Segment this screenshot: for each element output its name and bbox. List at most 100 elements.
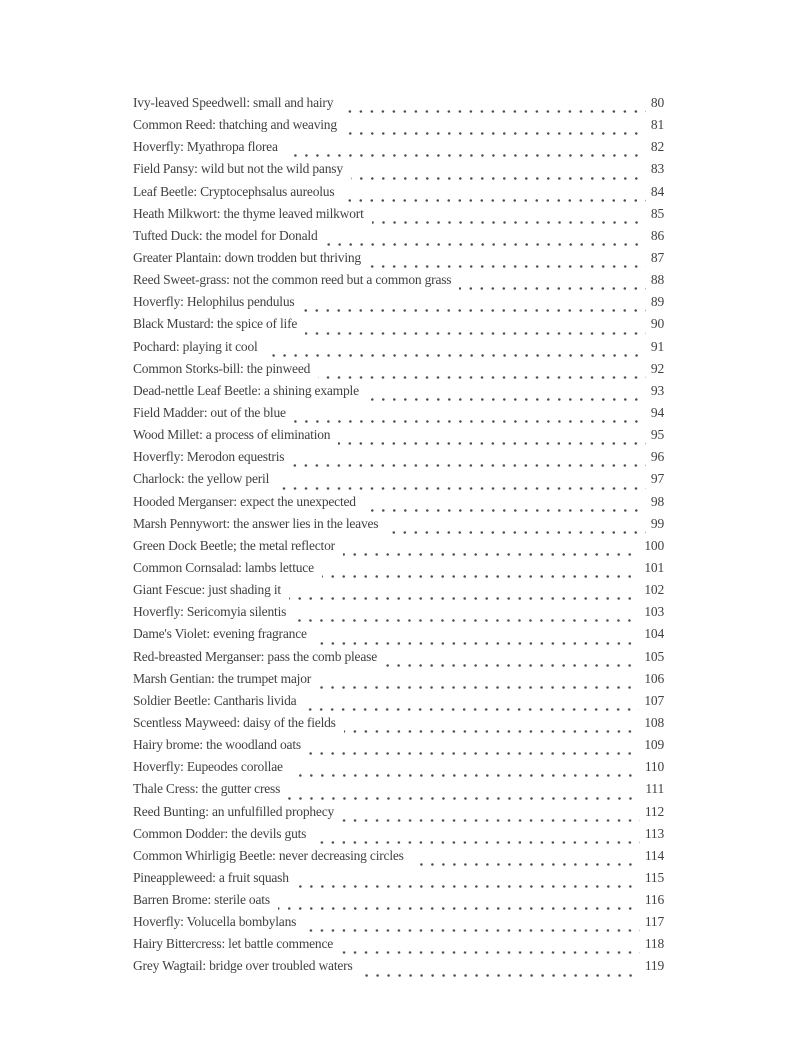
toc-entry-page-number: 117 — [644, 914, 664, 930]
toc-entry: Leaf Beetle: Cryptocephsalus aureolus 84 — [133, 184, 664, 206]
dot-leader — [411, 862, 640, 866]
toc-entry: Hoverfly: Volucella bombylans 117 — [133, 914, 664, 936]
toc-entry: Green Dock Beetle; the metal reflector 1… — [133, 538, 664, 560]
toc-entry: Greater Plantain: down trodden but thriv… — [133, 250, 664, 272]
toc-entry-page-number: 119 — [644, 958, 664, 974]
toc-entry-page-number: 118 — [644, 936, 664, 952]
toc-entry-page-number: 97 — [650, 471, 664, 487]
toc-entry: Heath Milkwort: the thyme leaved milkwor… — [133, 206, 664, 228]
dot-leader — [338, 442, 646, 446]
toc-entry: Pochard: playing it cool 91 — [133, 339, 664, 361]
toc-entry-label: Ivy-leaved Speedwell: small and hairy — [133, 95, 334, 110]
toc-entry-page-number: 101 — [644, 559, 664, 575]
toc-entry-label: Wood Millet: a process of elimination — [133, 427, 331, 443]
toc-entry: Ivy-leaved Speedwell: small and hairy 80 — [133, 95, 664, 117]
toc-entry-page-number: 88 — [650, 272, 664, 288]
toc-entry: Hoverfly: Helophilus pendulus 89 — [133, 294, 664, 316]
toc-entry: Grey Wagtail: bridge over troubled water… — [133, 958, 664, 980]
toc-entry-label: Leaf Beetle: Cryptocephsalus aureolus — [133, 183, 335, 199]
toc-entry-label: Black Mustard: the spice of life — [133, 316, 298, 332]
toc-entry-page-number: 94 — [650, 404, 664, 420]
toc-entry-label: Grey Wagtail: bridge over troubled water… — [133, 958, 353, 974]
toc-entry-label: Hoverfly: Volucella bombylans — [133, 914, 297, 930]
toc-entry: Reed Bunting: an unfulfilled prophecy 11… — [133, 804, 664, 826]
toc-entry: Wood Millet: a process of elimination 95 — [133, 427, 664, 449]
toc-entry-label: Common Storks-bill: the pinweed — [133, 360, 311, 376]
toc-entry-page-number: 86 — [650, 227, 664, 243]
toc-entry-label: Hoverfly: Myathropa florea — [133, 139, 278, 155]
toc-entry-page-number: 100 — [644, 537, 664, 553]
toc-entry-label: Dame's Violet: evening fragrance — [133, 626, 307, 642]
toc-entry: Tufted Duck: the model for Donald 86 — [133, 228, 664, 250]
toc-entry: Marsh Gentian: the trumpet major 106 — [133, 671, 664, 693]
toc-entry-label: Pochard: playing it cool — [133, 338, 258, 354]
toc-entry: Field Madder: out of the blue 94 — [133, 405, 664, 427]
dot-leader — [343, 730, 640, 734]
toc-entry: Hairy brome: the woodland oats 109 — [133, 737, 664, 759]
dot-leader — [368, 265, 646, 269]
toc-entry: Common Whirligig Beetle: never decreasin… — [133, 848, 664, 870]
toc-entry: Dame's Violet: evening fragrance 104 — [133, 626, 664, 648]
toc-entry-label: Reed Sweet-grass: not the common reed bu… — [133, 272, 452, 288]
dot-leader — [319, 685, 640, 689]
toc-entry-label: Hoverfly: Sericomyia silentis — [133, 604, 287, 620]
toc-entry-label: Hooded Merganser: expect the unexpected — [133, 493, 356, 509]
dot-leader — [341, 110, 646, 114]
toc-entry-label: Soldier Beetle: Cantharis livida — [133, 692, 297, 708]
toc-entry-page-number: 92 — [650, 360, 664, 376]
dot-leader — [360, 973, 640, 977]
toc-entry-page-number: 110 — [644, 759, 664, 775]
toc-entry-page-number: 106 — [644, 670, 664, 686]
toc-entry: Black Mustard: the spice of life 90 — [133, 316, 664, 338]
dot-leader — [265, 353, 646, 357]
toc-entry-page-number: 105 — [644, 648, 664, 664]
dot-leader — [363, 508, 646, 512]
toc-entry-label: Hoverfly: Helophilus pendulus — [133, 294, 295, 310]
toc-entry-page-number: 104 — [644, 626, 664, 642]
toc-entry-label: Hairy brome: the woodland oats — [133, 737, 301, 753]
toc-entry: Giant Fescue: just shading it 102 — [133, 582, 664, 604]
toc-entry: Thale Cress: the gutter cress 111 — [133, 781, 664, 803]
toc-entry: Hoverfly: Sericomyia silentis 103 — [133, 604, 664, 626]
dot-leader — [314, 840, 640, 844]
toc-entry-page-number: 103 — [644, 604, 664, 620]
toc-entry: Scentless Mayweed: daisy of the fields 1… — [133, 715, 664, 737]
toc-entry-page-number: 115 — [644, 869, 664, 885]
toc-entry: Dead-nettle Leaf Beetle: a shining examp… — [133, 383, 664, 405]
dot-leader — [285, 154, 646, 158]
dot-leader — [277, 486, 646, 490]
toc-entry-label: Barren Brome: sterile oats — [133, 892, 270, 908]
toc-entry-page-number: 111 — [645, 781, 664, 797]
toc-entry-page-number: 95 — [650, 427, 664, 443]
toc-entry-page-number: 112 — [644, 803, 664, 819]
toc-entry-label: Marsh Gentian: the trumpet major — [133, 670, 312, 686]
dot-leader — [325, 242, 646, 246]
toc-entry-label: Field Pansy: wild but not the wild pansy — [133, 161, 343, 177]
toc-entry-page-number: 93 — [650, 382, 664, 398]
dot-leader — [342, 198, 646, 202]
dot-leader — [288, 796, 641, 800]
toc-entry: Common Reed: thatching and weaving 81 — [133, 117, 664, 139]
dot-leader — [386, 530, 646, 534]
toc-entry-label: Scentless Mayweed: daisy of the fields — [133, 714, 336, 730]
dot-leader — [366, 397, 646, 401]
toc-entry: Hooded Merganser: expect the unexpected … — [133, 494, 664, 516]
dot-leader — [342, 818, 640, 822]
toc-entry-label: Marsh Pennywort: the answer lies in the … — [133, 515, 379, 531]
toc-entry-page-number: 82 — [650, 139, 664, 155]
dot-leader — [318, 375, 646, 379]
toc-entry-page-number: 116 — [644, 892, 664, 908]
dot-leader — [294, 619, 640, 623]
toc-entry: Common Dodder: the devils guts 113 — [133, 826, 664, 848]
toc-entry-page-number: 98 — [650, 493, 664, 509]
toc-entry: Field Pansy: wild but not the wild pansy… — [133, 161, 664, 183]
dot-leader — [314, 641, 640, 645]
toc-entry-label: Hoverfly: Merodon equestris — [133, 449, 285, 465]
toc-entry: Hairy Bittercress: let battle commence 1… — [133, 936, 664, 958]
toc-entry-page-number: 99 — [650, 515, 664, 531]
dot-leader — [344, 132, 646, 136]
toc-entry-label: Hoverfly: Eupeodes corollae — [133, 759, 283, 775]
dot-leader — [293, 420, 646, 424]
dot-leader — [342, 552, 640, 556]
